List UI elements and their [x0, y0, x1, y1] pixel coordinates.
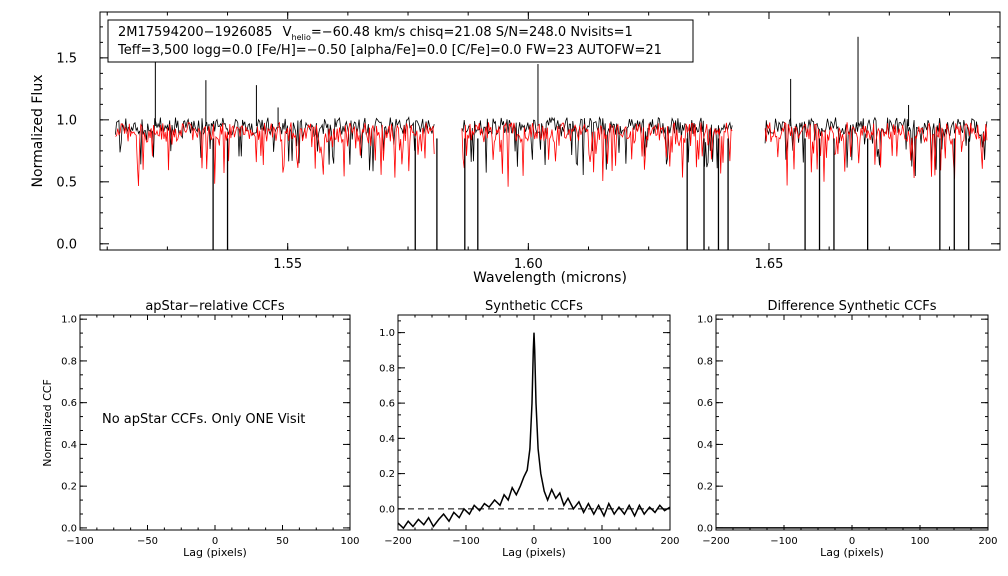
x-tick-label: −50	[137, 536, 158, 547]
y-tick-label: 1.0	[61, 315, 77, 326]
x-tick-label: −100	[66, 536, 93, 547]
y-tick-label: 0.6	[379, 399, 395, 410]
difference-ccf-plot-frame	[715, 314, 989, 531]
y-tick-label: 0.0	[61, 523, 77, 534]
y-tick-label: 0.8	[697, 356, 713, 367]
model-spectrum-chip-1	[115, 121, 435, 187]
observed-spectrum-chip-3	[764, 116, 988, 177]
info-line-1: 2M17594200−1926085 Vhelio=−60.48 km/s ch…	[118, 25, 633, 42]
spectrum-x-label: Wavelength (microns)	[473, 270, 627, 286]
apstar-ccf-panel: apStar−relative CCFs −100 −50 0 50 100 0.0 0.2…	[41, 299, 360, 559]
x-tick-label: 50	[276, 536, 289, 547]
info-box	[107, 19, 694, 63]
x-tick-label: 100	[910, 536, 929, 547]
spectrum-ticks	[100, 12, 1000, 250]
x-tick-label: 1.60	[514, 257, 543, 272]
y-tick-label: 0.4	[697, 440, 713, 451]
synthetic-ccf-x-label: Lag (pixels)	[502, 546, 566, 559]
model-spectrum-chip-3	[764, 121, 988, 186]
y-tick-label: 0.8	[379, 363, 395, 374]
no-ccf-annotation: No apStar CCFs. Only ONE Visit	[102, 412, 305, 427]
series-line-synthetic-ccf	[397, 332, 671, 530]
x-tick-label: 0	[849, 536, 855, 547]
y-tick-label: 1.0	[56, 113, 77, 128]
x-tick-label: −100	[770, 536, 797, 547]
x-tick-label: −200	[702, 536, 729, 547]
x-tick-label: 100	[340, 536, 359, 547]
y-tick-label: 0.4	[61, 440, 77, 451]
difference-ccf-ticks	[715, 315, 989, 530]
x-tick-label: −200	[384, 536, 411, 547]
synthetic-ccf-panel: Synthetic CCFs −200 −100 0 100 200 0.0 0.2 0.4 0…	[379, 299, 679, 559]
synthetic-ccf-series	[397, 332, 671, 530]
spectrum-plot-frame	[99, 11, 1001, 251]
apstar-ccf-x-label: Lag (pixels)	[183, 546, 247, 559]
difference-ccf-title: Difference Synthetic CCFs	[767, 299, 936, 314]
x-tick-label: −100	[452, 536, 479, 547]
x-tick-label: 0	[531, 536, 537, 547]
spectrum-series	[115, 36, 988, 250]
y-tick-label: 0.0	[379, 504, 395, 515]
y-tick-label: 0.0	[56, 237, 77, 252]
x-tick-label: 100	[592, 536, 611, 547]
y-tick-label: 0.2	[697, 482, 713, 493]
y-tick-label: 0.0	[697, 523, 713, 534]
y-tick-label: 0.6	[697, 398, 713, 409]
y-tick-label: 0.2	[61, 482, 77, 493]
model-spectrum-chip-2	[461, 121, 733, 187]
y-tick-label: 0.8	[61, 356, 77, 367]
v-symbol: V	[283, 25, 292, 40]
x-tick-label: 200	[660, 536, 679, 547]
synthetic-ccf-tick-labels: −200 −100 0 100 200 0.0 0.2 0.4 0.6 0.8 1.0	[379, 328, 679, 547]
y-tick-label: 0.2	[379, 469, 395, 480]
difference-ccf-panel: Difference Synthetic CCFs −200 −100 0 100 20…	[697, 299, 997, 559]
apstar-ccf-ticks	[79, 315, 351, 530]
apstar-ccf-y-label: Normalized CCF	[41, 379, 54, 467]
star-id: 2M17594200−1926085	[118, 25, 272, 40]
x-tick-label: 200	[978, 536, 997, 547]
y-tick-label: 1.0	[379, 328, 395, 339]
x-tick-label: 1.65	[755, 257, 784, 272]
y-tick-label: 0.6	[61, 398, 77, 409]
y-tick-label: 1.0	[697, 315, 713, 326]
v-subscript: helio	[292, 33, 311, 42]
info-line-2: Teff=3,500 logg=0.0 [Fe/H]=−0.50 [alpha/…	[117, 43, 662, 58]
x-tick-label: 0	[212, 536, 218, 547]
spectrum-tick-labels: 1.55 1.60 1.65 0.0 0.5 1.0 1.5	[56, 51, 783, 272]
apstar-ccf-tick-labels: −100 −50 0 50 100 0.0 0.2 0.4 0.6 0.8 1.0	[61, 315, 359, 547]
spectrum-y-label: Normalized Flux	[30, 75, 46, 188]
synthetic-ccf-title: Synthetic CCFs	[485, 299, 583, 314]
x-tick-label: 1.55	[273, 257, 302, 272]
observed-spectrum-chip-2	[461, 116, 733, 176]
y-tick-label: 0.5	[56, 175, 77, 190]
spectrum-panel: 1.55 1.60 1.65 0.0 0.5 1.0 1.5 2M17594200−1926…	[30, 11, 1001, 286]
apstar-ccf-title: apStar−relative CCFs	[145, 299, 285, 314]
y-tick-label: 0.4	[379, 434, 395, 445]
y-tick-label: 1.5	[56, 51, 77, 66]
velocity-and-stats: =−60.48 km/s chisq=21.08 S/N=248.0 Nvisi…	[311, 25, 633, 40]
difference-ccf-tick-labels: −200 −100 0 100 200 0.0 0.2 0.4 0.6 0.8 1.0	[697, 315, 997, 547]
difference-ccf-x-label: Lag (pixels)	[820, 546, 884, 559]
